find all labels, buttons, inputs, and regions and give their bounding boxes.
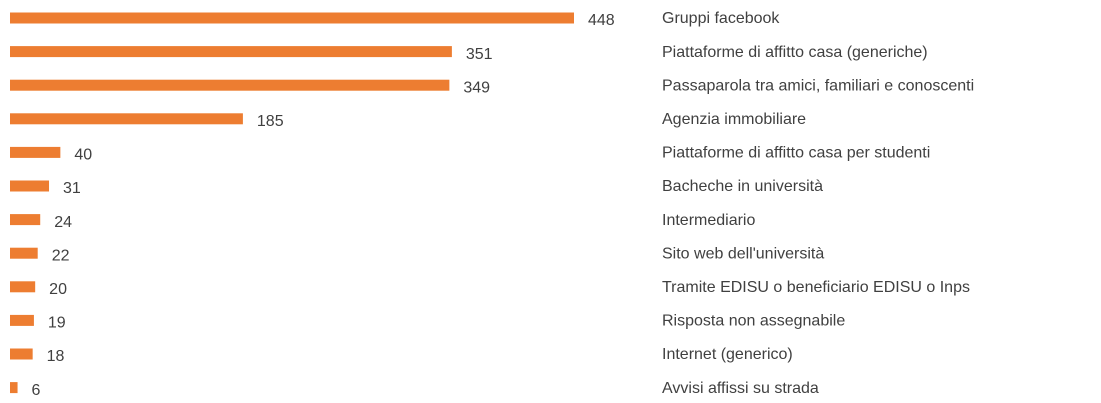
value-label: 6 <box>32 382 41 399</box>
bar <box>10 46 452 58</box>
category-label: Tramite EDISU o beneficiario EDISU o Inp… <box>662 279 970 296</box>
category-label: Agenzia immobiliare <box>662 111 806 128</box>
category-label: Gruppi facebook <box>662 10 780 27</box>
value-label: 22 <box>52 247 70 264</box>
value-label: 349 <box>463 79 490 96</box>
category-label: Piattaforme di affitto casa (generiche) <box>662 44 928 61</box>
value-label: 24 <box>54 214 72 231</box>
bar <box>10 214 41 226</box>
category-label: Risposta non assegnabile <box>662 313 845 330</box>
bar <box>10 113 243 125</box>
value-label: 31 <box>63 180 81 197</box>
bar <box>10 382 18 394</box>
category-label: Passaparola tra amici, familiari e conos… <box>662 77 974 94</box>
value-label: 40 <box>74 147 92 164</box>
category-label: Bacheche in università <box>662 178 823 195</box>
value-label: 185 <box>257 113 284 130</box>
category-label: Internet (generico) <box>662 346 793 363</box>
category-label: Sito web dell'università <box>662 245 824 262</box>
value-label: 18 <box>47 348 65 365</box>
value-label: 20 <box>49 281 67 298</box>
category-label: Piattaforme di affitto casa per studenti <box>662 145 930 162</box>
bar <box>10 180 50 192</box>
bar <box>10 281 36 293</box>
value-label: 351 <box>466 46 493 63</box>
bar <box>10 79 450 91</box>
value-label: 448 <box>588 12 615 29</box>
category-label: Intermediario <box>662 212 755 229</box>
bar <box>10 314 34 326</box>
value-label: 19 <box>48 315 66 332</box>
bar <box>10 12 574 24</box>
bar <box>10 146 61 158</box>
category-label: Avvisi affissi su strada <box>662 380 819 397</box>
bar <box>10 247 38 259</box>
bar <box>10 348 33 360</box>
